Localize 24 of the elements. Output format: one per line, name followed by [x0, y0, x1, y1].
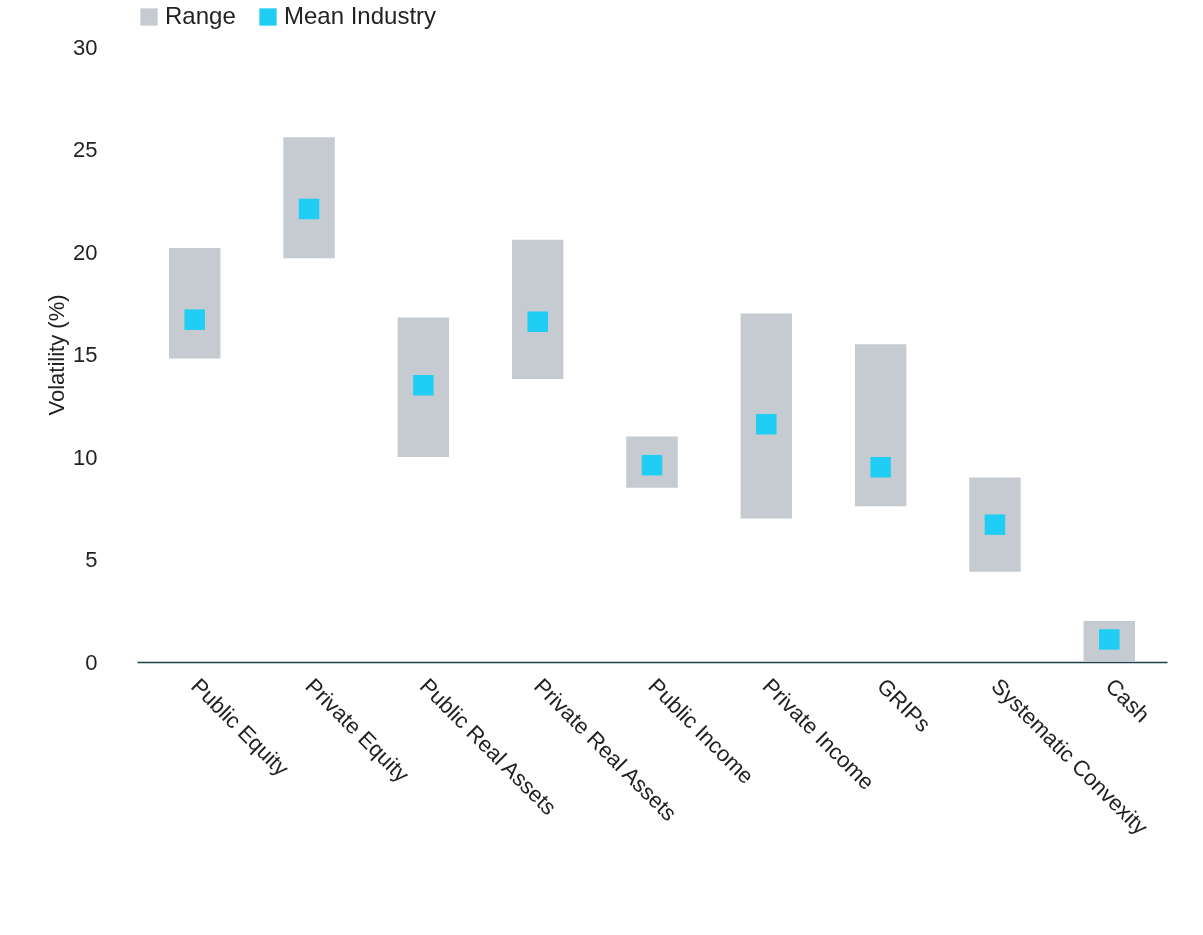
y-tick-label: 25 — [73, 137, 98, 162]
point — [984, 514, 1006, 535]
point — [870, 457, 891, 478]
bar — [283, 137, 335, 259]
y-tick-label: 0 — [85, 649, 98, 675]
y-axis-title: Volatility (%) — [44, 294, 70, 416]
y-tick-label: 5 — [85, 547, 98, 572]
legend-label: Range — [165, 2, 236, 29]
y-tick-label: 10 — [73, 444, 98, 470]
y-tick-label: 20 — [73, 239, 98, 265]
bar — [397, 317, 450, 457]
bar — [511, 239, 564, 380]
legend-label: Mean Industry — [284, 2, 437, 29]
point — [413, 375, 434, 396]
point — [756, 413, 777, 435]
point — [527, 311, 548, 332]
bar — [854, 344, 907, 507]
point — [184, 309, 205, 330]
y-tick-label: 30 — [73, 34, 98, 60]
bar — [969, 477, 1021, 572]
bar — [740, 313, 793, 519]
y-tick-label: 15 — [73, 342, 98, 367]
point — [298, 198, 320, 220]
bar — [169, 247, 221, 359]
